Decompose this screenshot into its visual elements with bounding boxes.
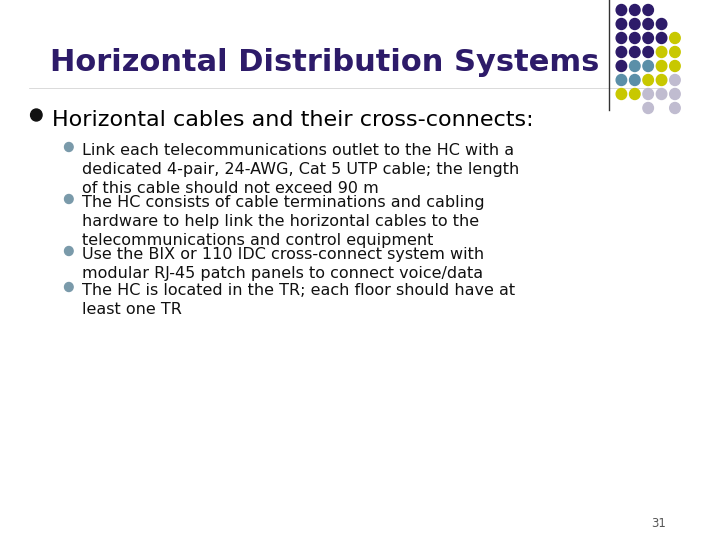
Circle shape	[616, 32, 626, 44]
Text: Link each telecommunications outlet to the HC with a
dedicated 4-pair, 24-AWG, C: Link each telecommunications outlet to t…	[82, 143, 519, 197]
Circle shape	[643, 89, 654, 99]
Circle shape	[65, 143, 73, 152]
Circle shape	[616, 75, 626, 85]
Circle shape	[657, 18, 667, 30]
Circle shape	[670, 32, 680, 44]
Circle shape	[30, 109, 42, 121]
Circle shape	[657, 46, 667, 57]
Circle shape	[643, 75, 654, 85]
Circle shape	[629, 75, 640, 85]
Circle shape	[65, 246, 73, 255]
Circle shape	[629, 32, 640, 44]
Circle shape	[657, 75, 667, 85]
Circle shape	[657, 60, 667, 71]
Text: Use the BIX or 110 IDC cross-connect system with
modular RJ-45 patch panels to c: Use the BIX or 110 IDC cross-connect sys…	[82, 247, 485, 281]
Text: The HC consists of cable terminations and cabling
hardware to help link the hori: The HC consists of cable terminations an…	[82, 195, 485, 248]
Circle shape	[629, 46, 640, 57]
Text: The HC is located in the TR; each floor should have at
least one TR: The HC is located in the TR; each floor …	[82, 283, 516, 317]
Circle shape	[643, 103, 654, 113]
Circle shape	[670, 46, 680, 57]
Circle shape	[643, 32, 654, 44]
Circle shape	[670, 60, 680, 71]
Circle shape	[643, 60, 654, 71]
Circle shape	[670, 103, 680, 113]
Text: 31: 31	[652, 517, 666, 530]
Circle shape	[643, 4, 654, 16]
Circle shape	[643, 46, 654, 57]
Circle shape	[629, 4, 640, 16]
Circle shape	[616, 18, 626, 30]
Circle shape	[616, 89, 626, 99]
Circle shape	[65, 194, 73, 204]
Circle shape	[616, 46, 626, 57]
Circle shape	[629, 18, 640, 30]
Text: Horizontal cables and their cross-connects:: Horizontal cables and their cross-connec…	[52, 110, 534, 130]
Circle shape	[629, 60, 640, 71]
Text: Horizontal Distribution Systems: Horizontal Distribution Systems	[50, 48, 599, 77]
Circle shape	[670, 89, 680, 99]
Circle shape	[616, 4, 626, 16]
Circle shape	[657, 32, 667, 44]
Circle shape	[657, 89, 667, 99]
Circle shape	[643, 18, 654, 30]
Circle shape	[670, 75, 680, 85]
Circle shape	[629, 89, 640, 99]
Circle shape	[616, 60, 626, 71]
Circle shape	[65, 282, 73, 292]
